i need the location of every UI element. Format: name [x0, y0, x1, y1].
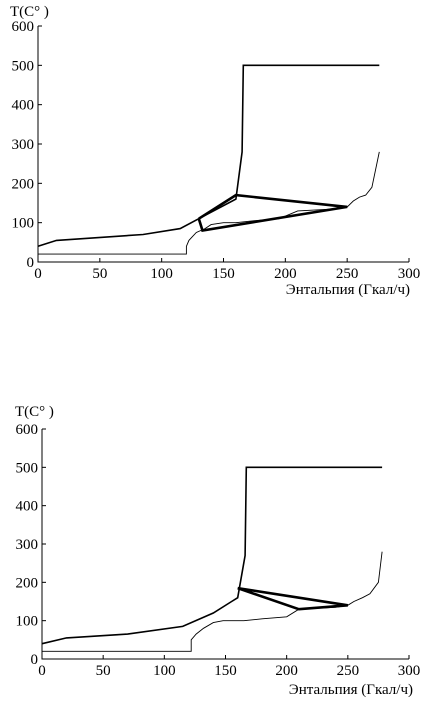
series-line-2 — [38, 151, 380, 255]
x-axis-label: Энтальпия (Гкал/ч) — [289, 682, 413, 698]
y-tick-label: 500 — [16, 460, 39, 476]
x-tick-label: 50 — [96, 663, 111, 679]
y-tick-label: 0 — [27, 255, 35, 271]
series-line-1 — [37, 64, 380, 248]
y-tick-label: 200 — [16, 575, 39, 591]
series-line-3 — [197, 193, 348, 232]
chart-1: 0 100 200 300 400 500 600 0 50 100 150 200 250 300 T(C… — [10, 4, 420, 298]
x-tick-label: 250 — [336, 266, 359, 282]
x-tick-label: 200 — [274, 266, 297, 282]
y-axis-label: T(C° ) — [10, 4, 49, 20]
series-line-2 — [42, 551, 383, 652]
y-tick-label: 600 — [16, 422, 39, 438]
y-axis-label: T(C° ) — [15, 404, 54, 420]
x-tick-label: 150 — [212, 266, 235, 282]
x-tick-label: 100 — [150, 266, 173, 282]
series-line-1 — [41, 466, 383, 645]
y-tick-label: 200 — [12, 176, 35, 192]
x-tick-label: 50 — [92, 266, 107, 282]
series-line-3 — [237, 586, 349, 611]
x-tick-label: 200 — [275, 663, 298, 679]
y-tick-label: 400 — [16, 499, 39, 515]
chart-2: 0 100 200 300 400 500 600 0 50 100 150 200 250 300 T(C… — [15, 404, 420, 698]
x-tick-label: 300 — [398, 266, 421, 282]
x-tick-label: 250 — [337, 663, 360, 679]
y-tick-label: 600 — [12, 19, 35, 35]
x-tick-label: 0 — [38, 663, 46, 679]
y-tick-label: 0 — [31, 652, 39, 668]
y-tick-label: 100 — [16, 614, 39, 630]
x-tick-label: 100 — [153, 663, 176, 679]
y-tick-label: 500 — [12, 58, 35, 74]
y-tick-label: 100 — [12, 216, 35, 232]
y-tick-label: 400 — [12, 98, 35, 114]
x-axis-label: Энтальпия (Гкал/ч) — [286, 282, 410, 298]
x-tick-label: 0 — [34, 266, 42, 282]
x-tick-label: 300 — [398, 663, 421, 679]
y-tick-label: 300 — [12, 137, 35, 153]
y-tick-label: 300 — [16, 537, 39, 553]
x-tick-label: 150 — [214, 663, 237, 679]
